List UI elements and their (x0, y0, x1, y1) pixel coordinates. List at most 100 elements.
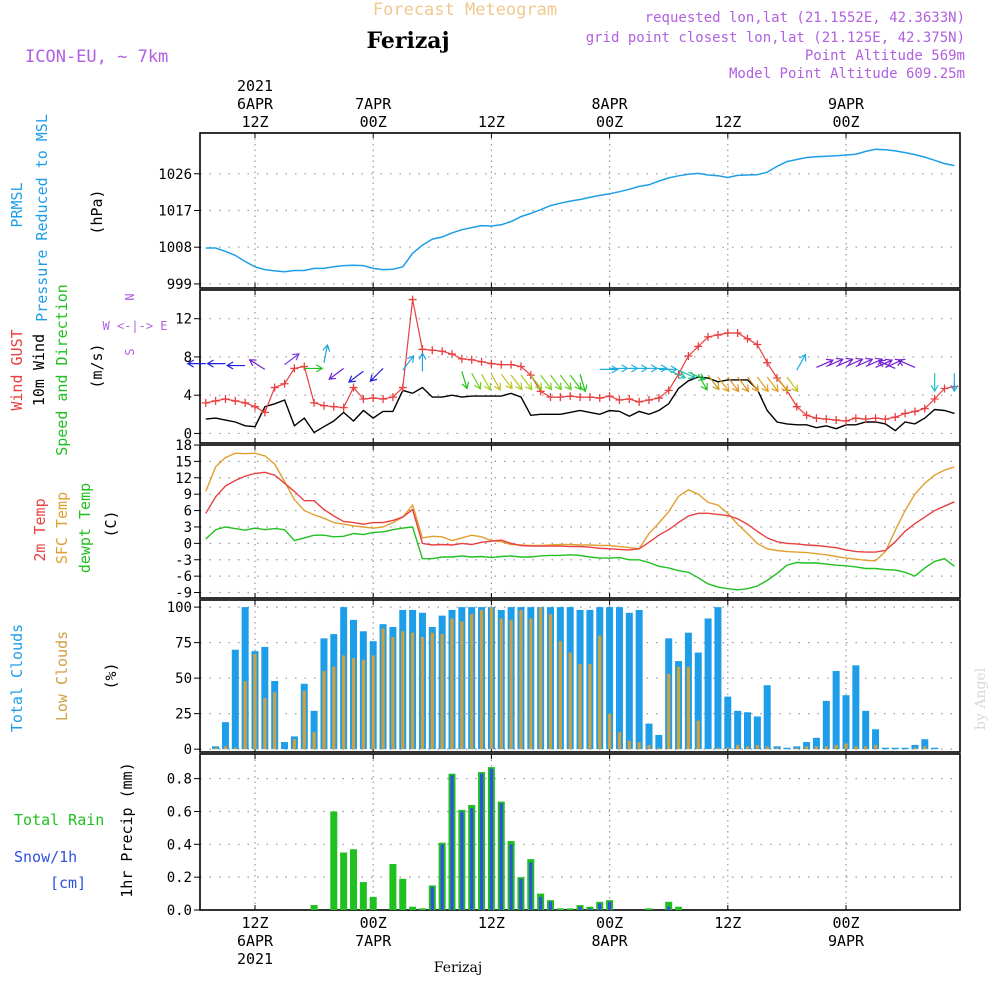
snow-bar (608, 901, 612, 910)
gust-marker (792, 402, 801, 411)
gust-marker (369, 394, 378, 403)
snow-bar (479, 773, 484, 910)
total-cloud-bar (763, 685, 771, 750)
low-cloud-bar (381, 628, 385, 750)
y-tick-label: -6 (175, 569, 192, 585)
gust-marker (920, 404, 929, 413)
total-cloud-bar (625, 612, 633, 750)
low-cloud-bar (805, 746, 809, 750)
y-tick-label: 12 (175, 312, 192, 328)
total-cloud-bar (310, 710, 318, 750)
gust-marker (487, 359, 496, 368)
label-wind-gust: Wind GUST (8, 329, 26, 410)
low-cloud-bar (637, 742, 641, 750)
snow-bar (460, 811, 464, 910)
y-tick-label: -3 (175, 553, 192, 569)
low-cloud-bar (401, 631, 405, 750)
label-cm: [cm] (50, 874, 86, 892)
gust-marker (733, 329, 742, 338)
wind-direction-arrow (369, 367, 384, 382)
gust-marker (930, 395, 939, 404)
gust-marker (270, 383, 279, 392)
bottom-time-label: 00Z (596, 914, 623, 932)
rain-bar (409, 906, 417, 910)
low-cloud-bar (726, 747, 730, 750)
snow-bar (539, 896, 543, 910)
total-cloud-bar (694, 652, 702, 750)
y-tick-label: 8 (184, 350, 192, 366)
total-cloud-bar (714, 607, 722, 750)
low-cloud-bar (371, 655, 375, 750)
gust-marker (743, 334, 752, 343)
low-cloud-bar (588, 663, 592, 750)
wind-direction-arrow (520, 374, 533, 391)
credit-watermark: by Angel (973, 667, 989, 730)
y-tick-label: 25 (175, 707, 192, 723)
y-tick-label: 0.2 (167, 870, 192, 886)
low-cloud-bar (332, 666, 336, 750)
low-cloud-bar (844, 743, 848, 750)
wind-direction-arrow (950, 373, 959, 393)
label-dewpt-temp: dewpt Temp (76, 483, 94, 573)
wind-direction-arrow (649, 364, 669, 373)
rain-bar (399, 878, 407, 910)
low-cloud-bar (233, 747, 237, 750)
wind-direction-arrow (688, 371, 706, 381)
requested-coords: requested lon,lat (21.1552E, 42.3633N) (645, 10, 965, 26)
y-tick-label: 6 (184, 504, 192, 520)
wind-direction-arrow (559, 374, 572, 391)
gust-marker (457, 354, 466, 363)
low-cloud-bar (470, 614, 474, 750)
gust-marker (241, 398, 250, 407)
low-cloud-bar (292, 739, 296, 750)
top-time-label: 6APR (237, 95, 274, 113)
label-total-clouds: Total Clouds (8, 624, 26, 732)
gust-marker (300, 362, 309, 371)
total-cloud-bar (773, 746, 781, 750)
wind-direction-arrow (747, 376, 760, 393)
low-cloud-bar (834, 744, 838, 750)
gust-marker (901, 409, 910, 418)
total-cloud-bar (645, 723, 653, 750)
gust-marker (566, 392, 575, 401)
low-cloud-bar (795, 747, 799, 750)
total-cloud-bar (281, 742, 289, 750)
bottom-time-label: 7APR (355, 932, 392, 950)
wind-direction-arrow (500, 373, 513, 390)
wind-direction-arrow (481, 373, 492, 391)
low-cloud-bar (450, 618, 454, 750)
label-speed-direction: Speed and Direction (53, 284, 71, 456)
wind-direction-arrow (530, 374, 543, 391)
rain-bar (330, 811, 338, 910)
y-tick-label: 50 (175, 671, 192, 687)
gust-marker (625, 395, 634, 404)
total-cloud-bar (822, 700, 830, 750)
total-cloud-bar (241, 607, 249, 750)
total-cloud-bar (635, 609, 643, 750)
rain-bar (675, 906, 683, 910)
low-cloud-bar (529, 618, 533, 750)
gust-marker (280, 379, 289, 388)
gust-marker (812, 414, 821, 423)
top-time-label: 00Z (832, 113, 859, 131)
gust-marker (398, 383, 407, 392)
low-cloud-bar (647, 744, 651, 750)
top-time-label: 2021 (237, 77, 273, 95)
wind-direction-arrow (206, 359, 226, 368)
low-cloud-bar (568, 652, 572, 750)
wind-direction-arrow (717, 376, 730, 393)
rain-bar (418, 908, 426, 910)
gust-marker (507, 360, 516, 369)
top-time-label: 12Z (714, 113, 741, 131)
y-tick-label: 4 (184, 388, 192, 404)
low-cloud-bar (273, 692, 277, 750)
wind-direction-arrow (418, 352, 427, 372)
low-cloud-bar (223, 746, 228, 750)
rain-bar (369, 896, 377, 910)
low-cloud-bar (627, 740, 631, 750)
panel-frame (199, 599, 961, 753)
gust-marker (832, 416, 841, 425)
total-cloud-bar (704, 618, 712, 750)
wind-direction-arrow (510, 374, 523, 391)
total-cloud-bar (744, 712, 751, 750)
